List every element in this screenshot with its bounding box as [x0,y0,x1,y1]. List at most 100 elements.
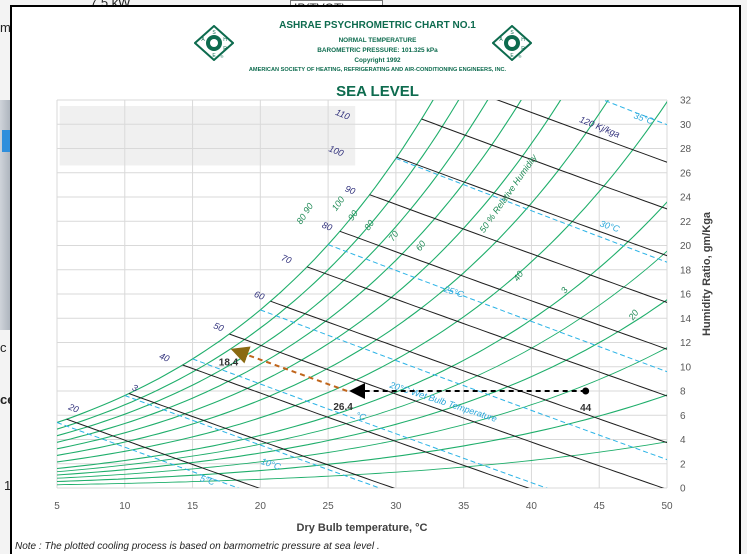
logo-letter-s: S [510,30,514,36]
x-tick-label: 35 [458,501,470,512]
process-point-label: 18.4 [219,358,239,369]
y-tick-label: 4 [680,435,686,446]
chart-subtitle-pressure: BAROMETRIC PRESSURE: 101.325 kPa [317,47,438,54]
y-tick-label: 6 [680,411,686,422]
x-tick-label: 50 [661,501,673,512]
rh-label: 20 [626,308,641,323]
wet-bulb-line [602,100,667,126]
rh-curve [57,201,667,470]
rh-curve-minor [57,250,667,473]
rh-curve [57,394,667,483]
wet-bulb-label: 20°C Wet Bulb Temperature [388,379,499,423]
enthalpy-line [128,393,396,488]
rh-curve [57,100,460,430]
wet-bulb-line [192,358,548,488]
wet-bulb-line [395,157,667,263]
background-text-left-1: m [0,20,11,35]
y-tick-label: 30 [680,120,692,131]
y-axis-label: Humidity Ratio, gm/Kga [701,211,713,336]
logo-letter-s: S [212,30,216,36]
logo-letter-r: R [521,46,525,52]
logo-letter-h: H [223,37,227,43]
rh-label: 60 [414,239,428,253]
logo-registered: ® [221,54,224,59]
wet-bulb-line [327,244,667,373]
enthalpy-line [66,418,261,488]
background-text-left-4: 1 [4,478,12,493]
x-tick-label: 40 [526,501,538,512]
legend-placeholder-box [59,106,356,166]
chart-subtitle-copyright: Copyright 1992 [354,57,401,64]
enthalpy-line [339,230,667,350]
chart-title: ASHRAE PSYCHROMETRIC CHART NO.1 [279,20,476,31]
x-tick-label: 30 [390,501,402,512]
chart-canvas: 5 10 15 20 25 30 35 40 45 50024681012141618202224… [54,96,713,535]
enthalpy-line [396,156,667,257]
logo-letter-a: A [201,37,205,43]
wet-bulb-line [260,309,667,461]
enthalpy-label: 50 [212,321,225,334]
x-tick-label: 5 [54,501,60,512]
rh-label: 80 [362,218,376,232]
enthalpy-line [182,364,530,488]
y-tick-label: 10 [680,362,692,373]
process-line-dehumidify [230,346,348,392]
plot-curves [57,100,667,488]
logo-registered: ® [519,54,522,59]
wet-bulb-line [124,395,381,488]
enthalpy-label: 20 [66,401,80,414]
y-tick-label: 26 [680,168,692,179]
y-tick-label: 20 [680,241,692,252]
logo-letter-e: E [510,53,514,59]
x-tick-label: 10 [119,501,131,512]
y-tick-label: 12 [680,338,692,349]
enthalpy-label: 3 [131,382,139,393]
x-tick-label: 15 [187,501,199,512]
x-tick-label: 45 [594,501,606,512]
rh-curve [57,100,609,456]
rh-label: 90 [346,208,360,222]
y-tick-label: 24 [680,193,692,204]
rh-label: 3 [559,285,570,295]
enthalpy-line [270,300,667,444]
chart-note: Note : The plotted cooling process is ba… [15,541,380,552]
enthalpy-label: 90 [344,184,357,197]
process-point-label: 44 [580,403,592,414]
wet-bulb-line [57,422,240,488]
process-point-label: 26.4 [333,402,353,413]
y-tick-label: 22 [680,217,692,228]
logo-letter-a: A [499,37,503,43]
enthalpy-line [369,194,667,303]
y-tick-label: 0 [680,484,686,495]
y-tick-label: 18 [680,265,692,276]
rh-label: 90 [301,201,315,215]
x-tick-label: 25 [323,501,335,512]
logo-letter-e: E [212,53,216,59]
y-tick-label: 14 [680,314,692,325]
enthalpy-line [421,118,667,210]
y-tick-label: 2 [680,459,686,470]
x-axis-label: Dry Bulb temperature, °C [297,522,428,534]
rh-curve [57,100,522,443]
rh-label: 80 [294,212,308,226]
process-point [582,387,590,395]
y-tick-label: 32 [680,96,692,107]
logo-letter-r: R [223,46,227,52]
enthalpy-label: 80 [321,220,334,233]
enthalpy-label: 60 [253,289,266,302]
wet-bulb-label: 5°C [199,473,217,487]
enthalpy-label: 70 [280,253,293,266]
enthalpy-label: 110 [334,107,351,122]
rh-label: 40 [511,269,525,283]
y-tick-label: 8 [680,387,686,398]
wet-bulb-label: °C [355,410,368,423]
y-tick-label: 16 [680,290,692,301]
ashrae-logo-right: S H R A E ® [491,24,533,62]
rh-curve [57,100,489,437]
rh-label: 70 [387,229,401,243]
x-tick-label: 20 [255,501,267,512]
chart-sea-level: SEA LEVEL [336,83,419,100]
enthalpy-label: 40 [158,351,171,364]
y-tick-label: 28 [680,144,692,155]
logo-letter-h: H [521,37,525,43]
